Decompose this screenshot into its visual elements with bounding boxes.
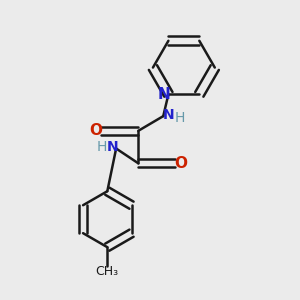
Text: O: O — [174, 156, 187, 171]
Text: N: N — [107, 140, 118, 154]
Text: CH₃: CH₃ — [96, 265, 119, 278]
Text: N: N — [163, 108, 174, 122]
Text: O: O — [90, 123, 103, 138]
Text: H: H — [174, 111, 184, 124]
Text: N: N — [158, 87, 170, 102]
Text: H: H — [97, 140, 107, 154]
